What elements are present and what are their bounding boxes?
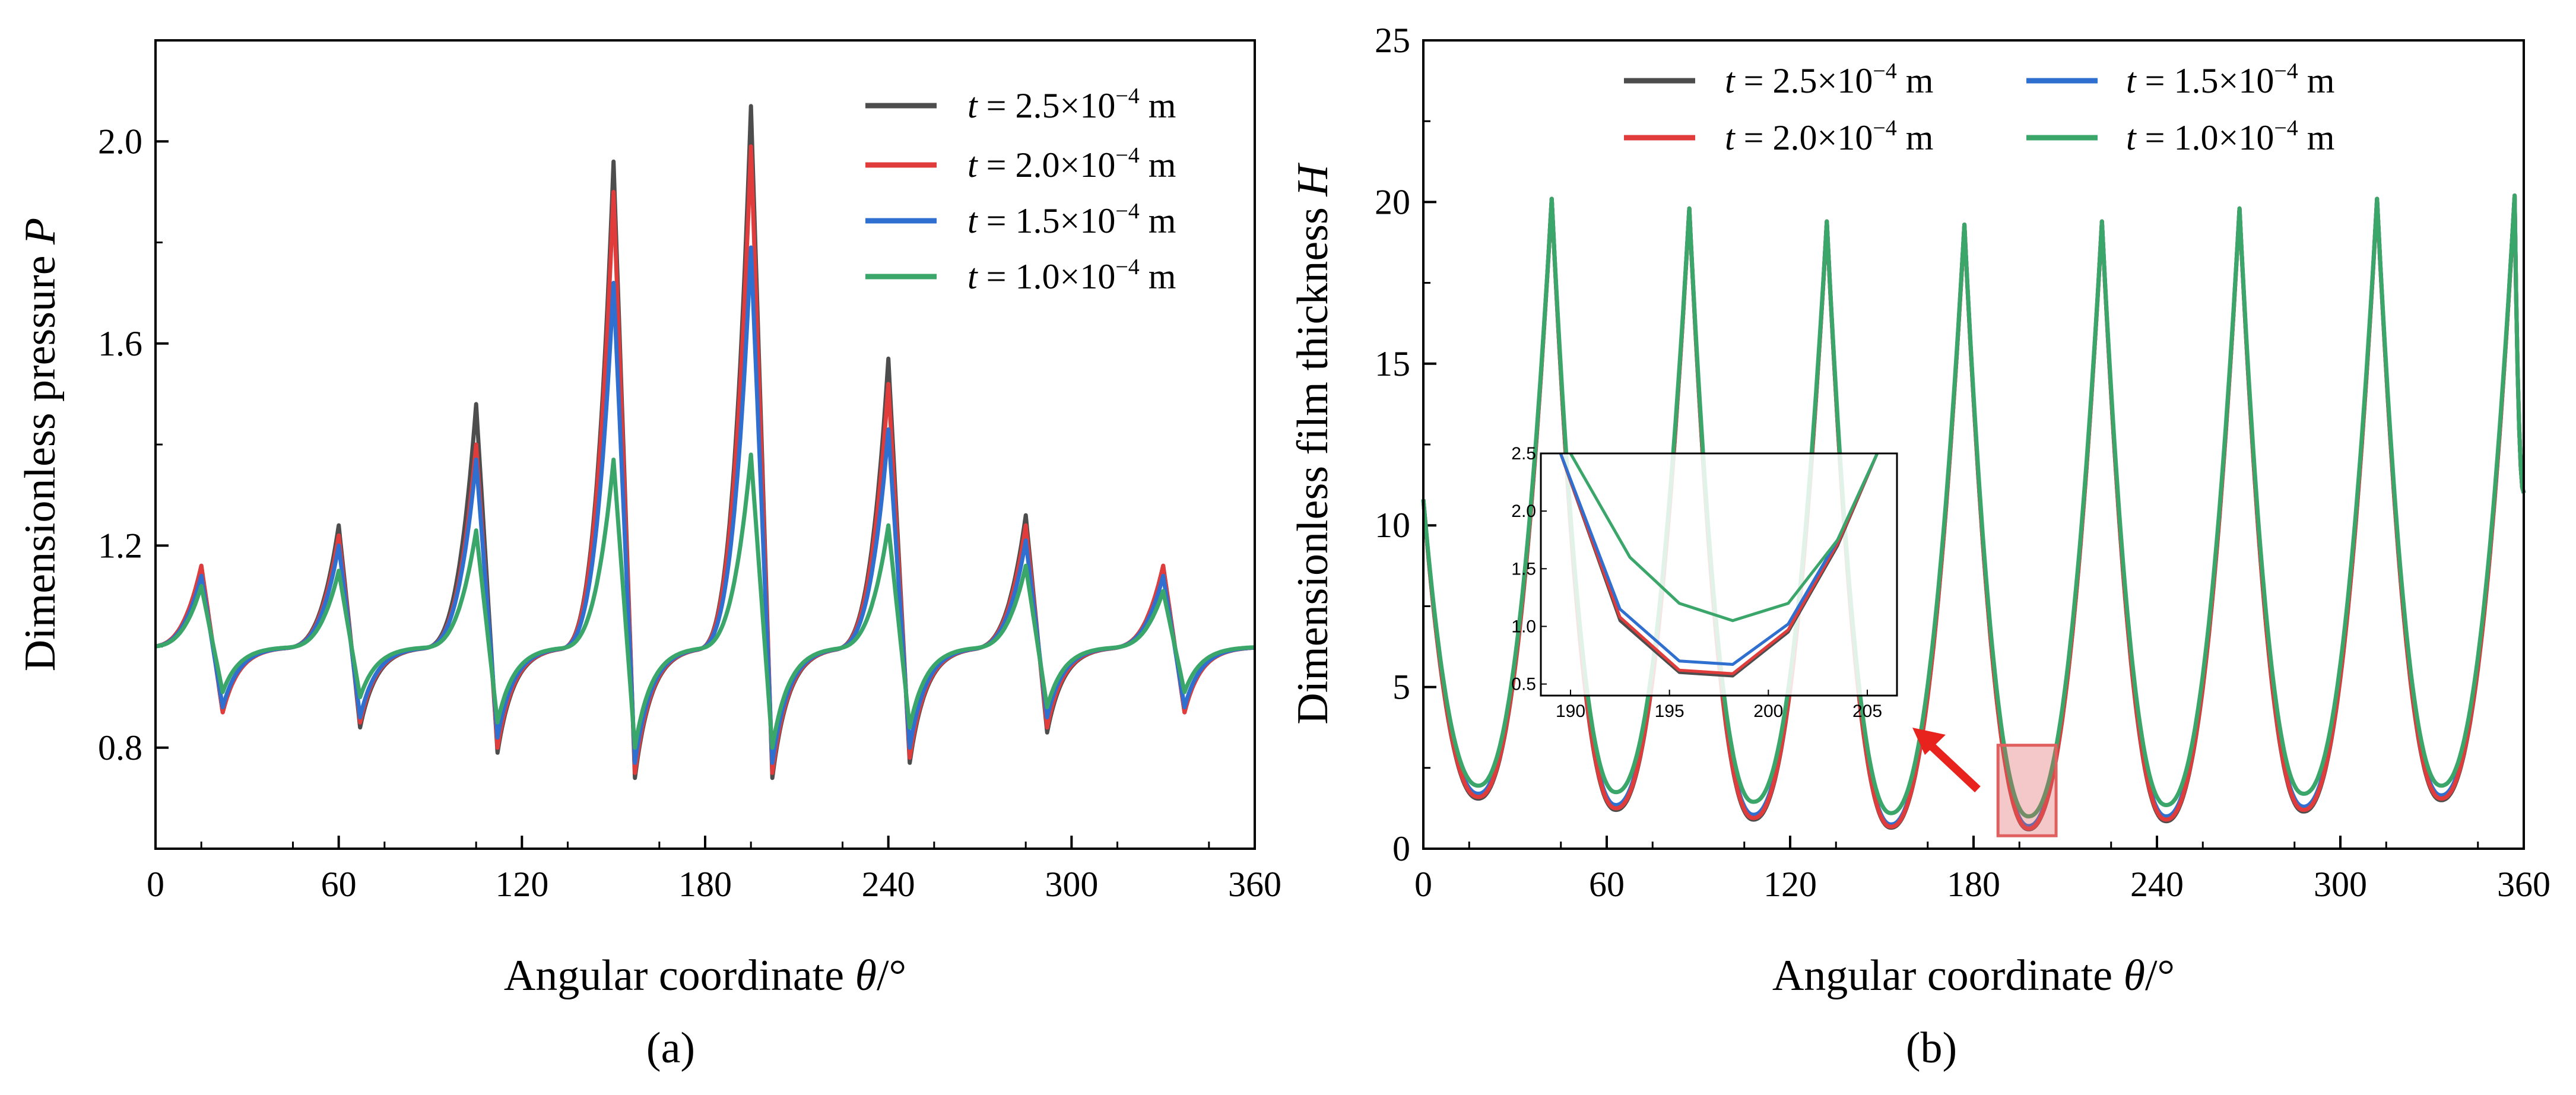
y-tick-label: 1.2 bbox=[98, 526, 142, 565]
inset-x-tick-label: 200 bbox=[1753, 702, 1783, 721]
inset-y-tick-label: 2.0 bbox=[1511, 502, 1536, 521]
x-tick-label: 180 bbox=[1947, 865, 2000, 904]
legend-entry: t = 2.5×10−4 m bbox=[1624, 59, 1933, 100]
panel-a-y-axis-title: Dimensionless pressure P bbox=[16, 218, 65, 672]
x-tick-label: 60 bbox=[321, 865, 357, 904]
panel-b-y-axis-title: Dimensionless film thickness H bbox=[1289, 163, 1337, 725]
zoom-arrow-head bbox=[1912, 728, 1946, 755]
panel-b: 0 60 120 180 240 300 360 0 5 10 15 20 25 190 195 200 2… bbox=[1289, 21, 2550, 1072]
y-tick-label: 10 bbox=[1375, 506, 1410, 545]
legend-entry: t = 1.0×10−4 m bbox=[865, 255, 1176, 296]
panel-a-y-tick-labels: 0.8 1.2 1.6 2.0 bbox=[98, 122, 142, 767]
y-tick-label: 2.0 bbox=[98, 122, 142, 161]
legend-entry: t = 2.5×10−4 m bbox=[865, 84, 1176, 125]
inset-frame bbox=[1540, 452, 1898, 697]
x-tick-label: 300 bbox=[1045, 865, 1098, 904]
y-tick-label: 1.6 bbox=[98, 324, 142, 363]
inset-tick-labels: 190 195 200 205 0.5 1.0 1.5 2.0 2.5 bbox=[1511, 444, 1882, 721]
y-tick-label: 15 bbox=[1375, 344, 1410, 383]
y-tick-label: 0.8 bbox=[98, 728, 142, 767]
inset-series-lines bbox=[1559, 452, 1879, 678]
x-tick-label: 360 bbox=[1228, 865, 1281, 904]
x-tick-label: 60 bbox=[1589, 865, 1625, 904]
inset-y-tick-label: 1.5 bbox=[1511, 559, 1536, 579]
x-tick-label: 360 bbox=[2497, 865, 2550, 904]
series-line-1-0 bbox=[155, 452, 1255, 750]
legend-entry: t = 1.5×10−4 m bbox=[865, 199, 1176, 240]
panel-a-x-axis-title: Angular coordinate θ/° bbox=[504, 951, 906, 1000]
panel-b-label: (b) bbox=[1906, 1024, 1957, 1072]
inset-y-tick-label: 0.5 bbox=[1511, 675, 1536, 694]
panel-a: 0 60 120 180 240 300 360 0.8 1.2 1.6 2.0 Angular … bbox=[16, 39, 1281, 1072]
x-tick-label: 120 bbox=[1763, 865, 1817, 904]
legend-entry: t = 2.0×10−4 m bbox=[1624, 116, 1933, 157]
inset-x-tick-label: 205 bbox=[1852, 702, 1882, 721]
inset-series-line bbox=[1559, 452, 1879, 675]
inset-series-line bbox=[1569, 452, 1879, 623]
zoom-arrow-shaft bbox=[1927, 741, 1981, 793]
y-tick-label: 25 bbox=[1375, 21, 1410, 60]
x-tick-label: 0 bbox=[1414, 865, 1432, 904]
y-tick-label: 0 bbox=[1392, 829, 1410, 868]
legend-label: t = 1.0×10−4 m bbox=[967, 255, 1176, 296]
panel-a-label: (a) bbox=[646, 1024, 695, 1072]
legend-entry: t = 1.5×10−4 m bbox=[2026, 59, 2334, 100]
legend-label: t = 2.0×10−4 m bbox=[1725, 116, 1933, 157]
zoom-arrow bbox=[1912, 728, 1981, 793]
panel-a-series-lines bbox=[155, 104, 1255, 780]
legend-label: t = 1.5×10−4 m bbox=[967, 199, 1176, 240]
inset-y-tick-label: 1.0 bbox=[1511, 617, 1536, 636]
x-tick-label: 0 bbox=[147, 865, 164, 904]
panel-a-plot-frame bbox=[154, 39, 1256, 850]
legend-entry: t = 2.0×10−4 m bbox=[865, 143, 1176, 185]
x-tick-label: 180 bbox=[678, 865, 732, 904]
panel-b-x-axis-title: Angular coordinate θ/° bbox=[1772, 951, 2175, 1000]
x-tick-label: 300 bbox=[2314, 865, 2367, 904]
series-line-2-0 bbox=[155, 144, 1255, 775]
panel-b-x-tick-labels: 0 60 120 180 240 300 360 bbox=[1414, 865, 2550, 904]
inset-y-tick-label: 2.5 bbox=[1511, 444, 1536, 464]
panel-a-x-tick-labels: 0 60 120 180 240 300 360 bbox=[147, 865, 1281, 904]
legend-label: t = 2.5×10−4 m bbox=[1725, 59, 1933, 100]
panel-b-series-lines bbox=[1421, 193, 2526, 831]
legend-label: t = 2.5×10−4 m bbox=[967, 84, 1176, 125]
inset-x-tick-label: 190 bbox=[1556, 702, 1585, 721]
legend-label: t = 1.5×10−4 m bbox=[2126, 59, 2334, 100]
panel-b-plot-frame bbox=[1422, 39, 2525, 850]
inset-background bbox=[1541, 453, 1897, 696]
panel-b-y-tick-labels: 0 5 10 15 20 25 bbox=[1375, 21, 1410, 868]
legend-entry: t = 1.0×10−4 m bbox=[2026, 116, 2334, 157]
panel-b-legend: t = 2.5×10−4 m t = 1.5×10−4 m t = 2.0×10… bbox=[1624, 59, 2334, 157]
legend-label: t = 1.0×10−4 m bbox=[2126, 116, 2334, 157]
series-line-1-5 bbox=[155, 245, 1255, 765]
legend-label: t = 2.0×10−4 m bbox=[967, 143, 1176, 185]
inset-plot: 190 195 200 205 0.5 1.0 1.5 2.0 2.5 bbox=[1511, 444, 1898, 721]
series-line-1-0 bbox=[1421, 193, 2526, 818]
inset-x-tick-label: 195 bbox=[1655, 702, 1684, 721]
y-tick-label: 20 bbox=[1375, 182, 1410, 221]
x-tick-label: 120 bbox=[495, 865, 548, 904]
x-tick-label: 240 bbox=[2130, 865, 2184, 904]
panel-a-legend: t = 2.5×10−4 m t = 2.0×10−4 m t = 1.5×10… bbox=[865, 84, 1176, 296]
y-tick-label: 5 bbox=[1392, 668, 1410, 707]
x-tick-label: 240 bbox=[862, 865, 915, 904]
zoom-highlight-box bbox=[1996, 744, 2058, 837]
